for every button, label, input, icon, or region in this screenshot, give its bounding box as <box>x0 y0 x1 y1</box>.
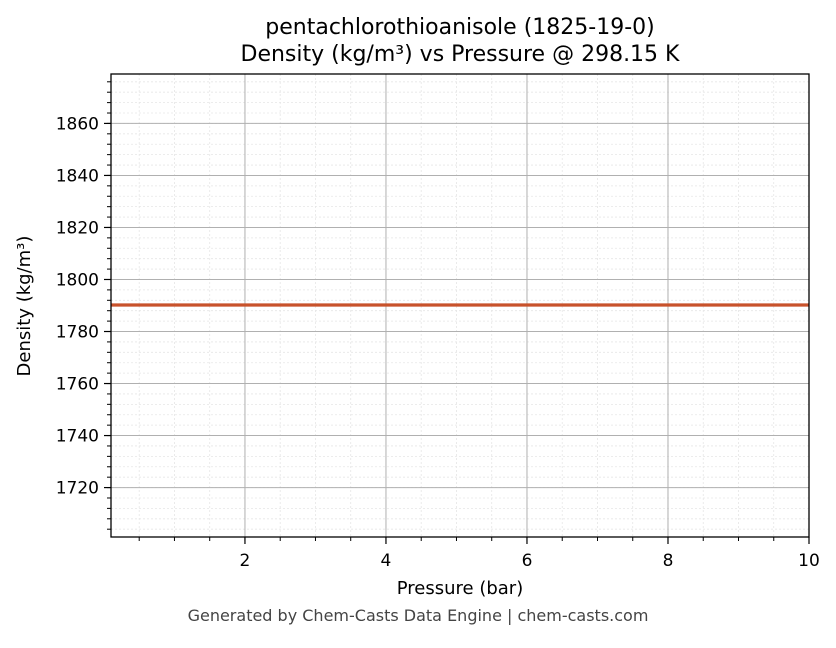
x-tick-label: 8 <box>663 551 674 571</box>
footer-credit: Generated by Chem-Casts Data Engine | ch… <box>187 606 649 625</box>
y-tick-label: 1860 <box>56 114 99 134</box>
y-tick-label: 1780 <box>56 323 99 343</box>
tick-labels: 2 4 6 8 10 1720 1740 1760 1780 1800 1820 1840 1860 <box>56 114 820 571</box>
y-tick-label: 1720 <box>56 479 99 499</box>
axis-ticks <box>104 81 810 544</box>
x-tick-label: 4 <box>381 551 392 571</box>
y-tick-label: 1800 <box>56 270 99 290</box>
x-tick-label: 6 <box>522 551 533 571</box>
y-axis-label: Density (kg/m³) <box>14 236 35 377</box>
y-tick-label: 1760 <box>56 375 99 395</box>
x-axis-label: Pressure (bar) <box>397 578 523 599</box>
chart-subtitle: Density (kg/m³) vs Pressure @ 298.15 K <box>241 42 681 67</box>
y-tick-label: 1840 <box>56 166 99 186</box>
plot-frame <box>110 73 810 538</box>
x-tick-label: 10 <box>798 551 820 571</box>
chart-title: pentachlorothioanisole (1825-19-0) <box>265 15 654 40</box>
y-tick-label: 1740 <box>56 427 99 447</box>
x-tick-label: 2 <box>240 551 251 571</box>
y-tick-label: 1820 <box>56 218 99 238</box>
